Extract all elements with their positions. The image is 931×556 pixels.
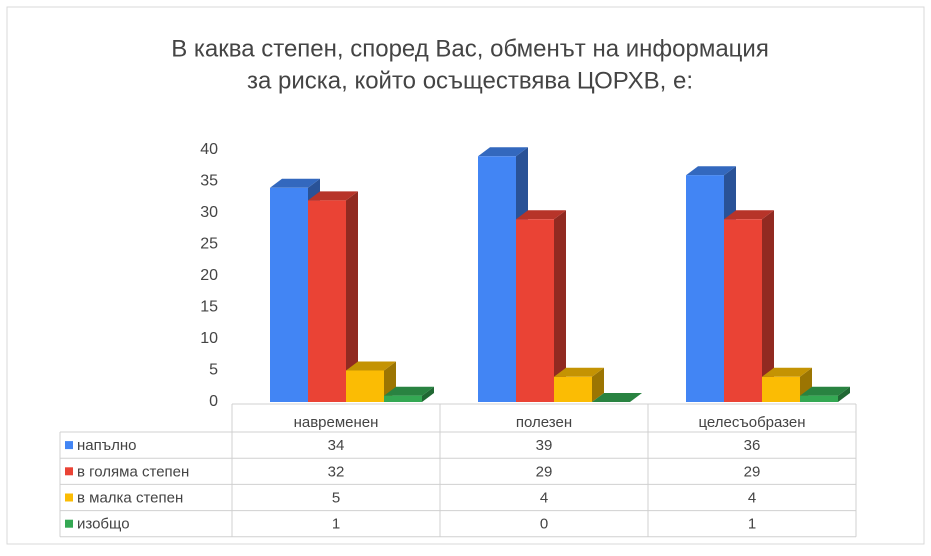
bar-face bbox=[478, 156, 516, 402]
table-value: 34 bbox=[328, 437, 345, 454]
table-value: 4 bbox=[540, 489, 548, 506]
bar-face bbox=[724, 210, 774, 220]
bar-face bbox=[554, 367, 604, 377]
bar bbox=[308, 191, 358, 402]
x-tick-label: навременен bbox=[294, 414, 379, 431]
y-tick-label: 40 bbox=[200, 141, 218, 158]
table-value: 1 bbox=[748, 516, 756, 533]
y-tick-label: 35 bbox=[200, 173, 218, 190]
bar-face bbox=[270, 178, 320, 188]
chart-title: за риска, който осъществява ЦОРХВ, е: bbox=[247, 67, 693, 94]
x-tick-label: полезен bbox=[516, 414, 572, 431]
bar-face bbox=[422, 386, 434, 402]
bar-face bbox=[762, 376, 800, 402]
bar-face bbox=[800, 386, 850, 396]
chart-title: В каква степен, според Вас, обменът на и… bbox=[171, 35, 769, 62]
y-tick-label: 5 bbox=[209, 362, 218, 379]
bar-face bbox=[516, 219, 554, 402]
legend-swatch bbox=[65, 493, 73, 502]
bar-face bbox=[724, 219, 762, 402]
y-tick-label: 30 bbox=[200, 204, 218, 221]
legend-swatch bbox=[65, 519, 73, 528]
legend-label: в голяма степен bbox=[77, 463, 189, 480]
table-value: 39 bbox=[536, 437, 553, 454]
bar-face bbox=[270, 187, 308, 402]
legend-label: напълно bbox=[77, 437, 137, 454]
table-value: 36 bbox=[744, 437, 761, 454]
table-value: 29 bbox=[536, 463, 553, 480]
legend-label: изобщо bbox=[77, 516, 130, 533]
bar-face bbox=[516, 210, 566, 220]
bar-face bbox=[554, 210, 566, 402]
bar-face bbox=[592, 393, 642, 402]
bar bbox=[724, 210, 774, 402]
bar bbox=[592, 393, 642, 402]
y-tick-label: 20 bbox=[200, 267, 218, 284]
bar bbox=[800, 386, 850, 402]
bar-face bbox=[478, 147, 528, 157]
table-value: 29 bbox=[744, 463, 761, 480]
bar-face bbox=[384, 386, 434, 396]
bar-face bbox=[686, 175, 724, 402]
bar-face bbox=[346, 191, 358, 402]
bar-face bbox=[346, 370, 384, 402]
bar-face bbox=[838, 386, 850, 402]
bar-face bbox=[308, 191, 358, 201]
bar-face bbox=[346, 361, 396, 371]
legend-label: в малка степен bbox=[77, 489, 183, 506]
table-value: 32 bbox=[328, 463, 345, 480]
legend-swatch bbox=[65, 467, 73, 476]
table-value: 4 bbox=[748, 489, 756, 506]
bar-face bbox=[686, 166, 736, 176]
table-value: 1 bbox=[332, 516, 340, 533]
bar-face bbox=[762, 367, 812, 377]
bar-face bbox=[762, 210, 774, 402]
bar-face bbox=[800, 395, 838, 402]
bar-face bbox=[308, 200, 346, 402]
bar-face bbox=[592, 367, 604, 402]
y-tick-label: 10 bbox=[200, 330, 218, 347]
y-tick-label: 15 bbox=[200, 299, 218, 316]
bar-face bbox=[554, 376, 592, 402]
bar bbox=[554, 367, 604, 402]
bar bbox=[384, 386, 434, 402]
bar-face bbox=[384, 395, 422, 402]
y-tick-label: 0 bbox=[209, 393, 218, 410]
table-value: 5 bbox=[332, 489, 340, 506]
bar bbox=[516, 210, 566, 402]
legend-swatch bbox=[65, 441, 73, 450]
table-value: 0 bbox=[540, 516, 548, 533]
y-tick-label: 25 bbox=[200, 236, 218, 253]
x-tick-label: целесъобразен bbox=[698, 414, 805, 431]
